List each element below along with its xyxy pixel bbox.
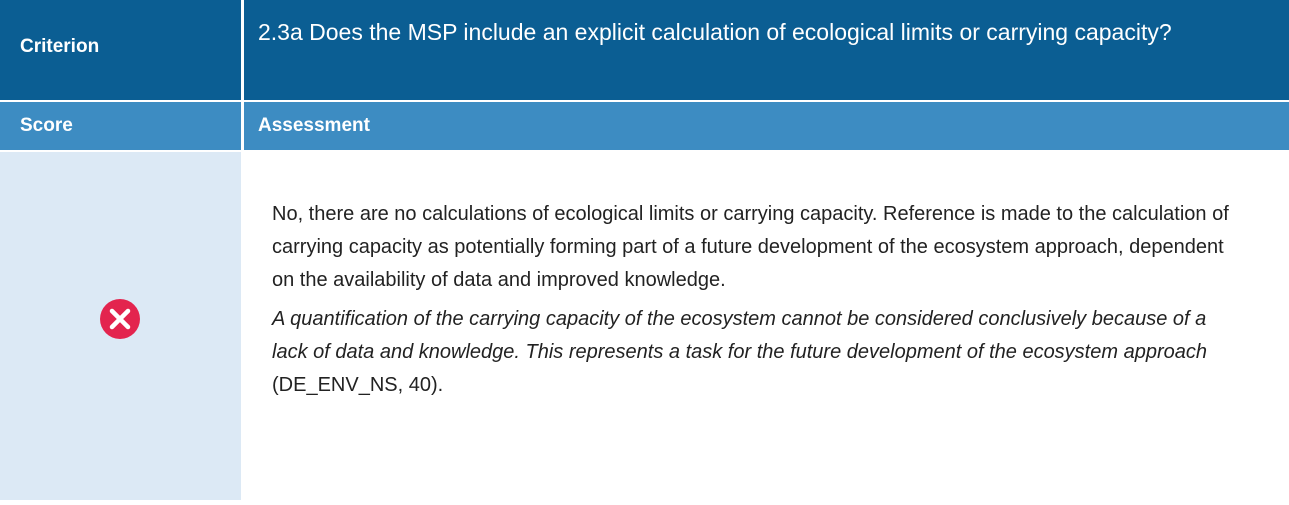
score-header: Score: [0, 102, 241, 150]
assessment-header: Assessment: [244, 102, 1289, 150]
score-cell: [0, 152, 241, 500]
assessment-cell: No, there are no calculations of ecologi…: [272, 198, 1232, 408]
citation: (DE_ENV_NS, 40).: [272, 374, 444, 396]
score-icon-svg: [100, 299, 140, 339]
fail-icon: [100, 299, 140, 339]
criterion-text: 2.3a Does the MSP include an explicit ca…: [244, 0, 1289, 100]
quote: A quantification of the carrying capacit…: [272, 308, 1207, 363]
assessment-paragraph: No, there are no calculations of ecologi…: [272, 203, 1229, 291]
criterion-label: Criterion: [0, 0, 241, 100]
assessment-quote-block: A quantification of the carrying capacit…: [272, 303, 1232, 402]
